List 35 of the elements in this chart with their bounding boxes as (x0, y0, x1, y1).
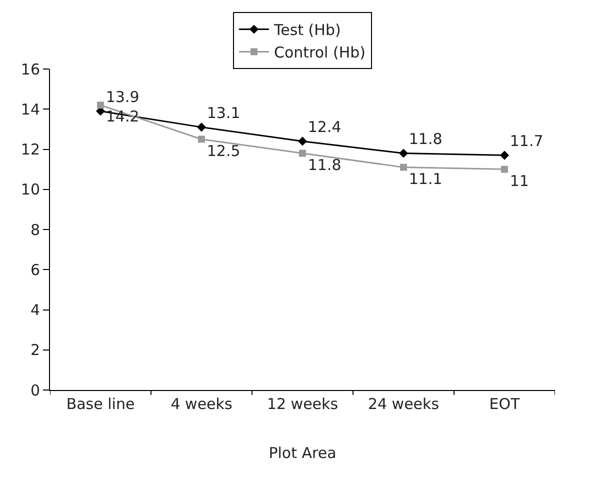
point (299, 150, 306, 157)
data-label: 12.4 (308, 118, 342, 136)
point (400, 164, 407, 171)
legend-label: Control (Hb) (274, 44, 366, 62)
y-tick-label: 6 (30, 260, 40, 279)
y-tick-label: 0 (30, 381, 40, 400)
point (501, 166, 508, 173)
point (198, 136, 205, 143)
data-label: 11 (510, 172, 529, 190)
y-tick-label: 10 (20, 180, 40, 199)
data-label: 11.8 (308, 156, 342, 174)
data-label: 13.1 (206, 104, 240, 122)
data-label: 11.8 (408, 130, 442, 148)
data-label: 12.5 (206, 142, 240, 160)
legend-label: Test (Hb) (273, 21, 341, 40)
point (97, 102, 104, 109)
x-tick-label: Base line (66, 395, 135, 413)
y-tick-label: 4 (30, 301, 40, 319)
y-tick-label: 16 (20, 60, 40, 78)
x-tick-label: 12 weeks (266, 395, 338, 413)
y-tick-label: 14 (20, 100, 40, 118)
data-label: 13.9 (106, 88, 140, 106)
data-label: 11.7 (510, 132, 544, 150)
y-tick-label: 12 (20, 140, 40, 158)
point (298, 136, 308, 146)
point (196, 122, 206, 132)
x-tick-label: 24 weeks (368, 395, 440, 413)
point (500, 150, 510, 160)
data-label: 11.1 (408, 170, 442, 188)
x-axis-title: Plot Area (268, 444, 336, 462)
x-tick-label: EOT (489, 395, 521, 413)
x-tick-label: 4 weeks (170, 395, 232, 413)
point (398, 148, 408, 158)
y-tick-label: 8 (30, 220, 40, 239)
y-tick-label: 2 (30, 341, 40, 360)
